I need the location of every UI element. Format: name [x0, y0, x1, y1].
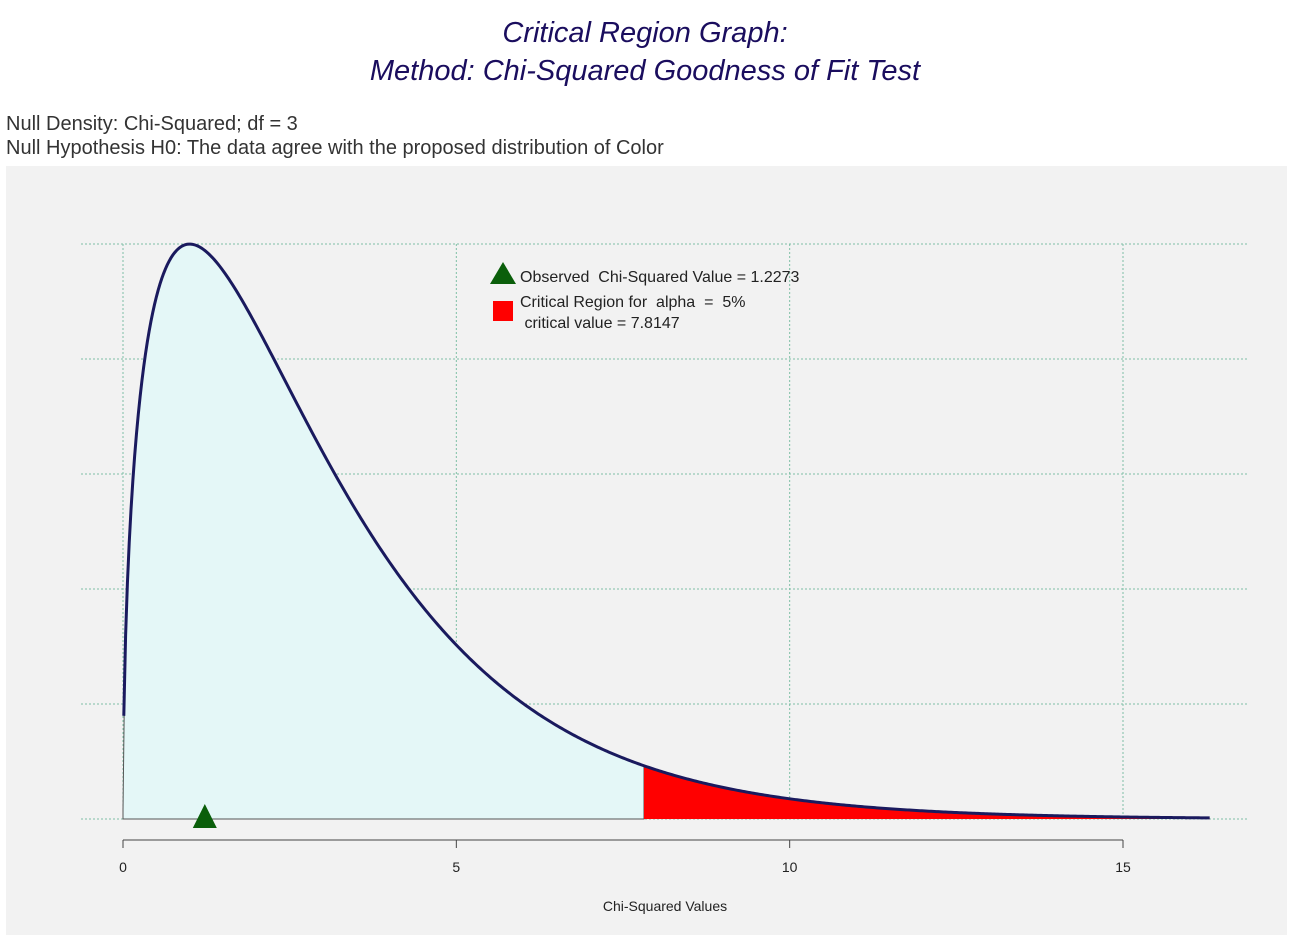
x-axis: 0 5 10 15 — [119, 839, 1131, 875]
markers — [192, 804, 217, 828]
density-curve — [122, 242, 1210, 820]
x-axis-title: Chi-Squared Values — [603, 898, 727, 914]
null-hypothesis-text: Null Hypothesis H0: The data agree with … — [6, 137, 664, 159]
density-curve-group — [122, 242, 1210, 820]
observed-value-marker — [192, 804, 217, 828]
legend: Observed Chi-Squared Value = 1.2273 Criti… — [490, 262, 800, 332]
chart-title-line-1: Critical Region Graph: — [502, 17, 788, 49]
x-tick-label: 0 — [119, 859, 127, 875]
chart-title: Critical Region Graph: Method: Chi-Squar… — [0, 14, 1290, 90]
critical-region-fill — [643, 765, 1210, 819]
legend-triangle-icon — [490, 262, 516, 284]
chart-subtitle: Null Density: Chi-Squared; df = 3 Null H… — [6, 112, 664, 160]
null-density-text: Null Density: Chi-Squared; df = 3 — [6, 113, 298, 135]
legend-square-icon — [493, 301, 513, 321]
chart-title-line-2: Method: Chi-Squared Goodness of Fit Test — [369, 55, 921, 87]
legend-label: critical value = 7.8147 — [520, 315, 680, 332]
legend-label: Critical Region for alpha = 5% — [520, 294, 745, 311]
x-tick-label: 10 — [782, 859, 798, 875]
x-tick-label: 15 — [1115, 859, 1131, 875]
legend-label: Observed Chi-Squared Value = 1.2273 — [520, 269, 800, 286]
x-tick-label: 5 — [452, 859, 460, 875]
chart-area: 0 5 10 15 Observed Chi-Squared Value = 1.22… — [81, 242, 1249, 914]
plot-panel: 0 5 10 15 Observed Chi-Squared Value = 1.22… — [6, 166, 1287, 935]
